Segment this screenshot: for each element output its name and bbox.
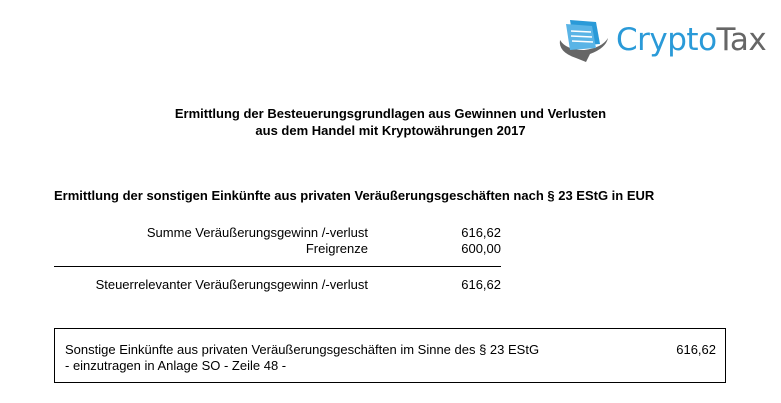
logo-text-tax: Tax <box>716 22 767 58</box>
document-stack-icon <box>559 20 608 62</box>
logo-text-crypto: Crypto <box>616 22 717 58</box>
title-line-2: aus dem Handel mit Kryptowährungen 2017 <box>255 123 526 138</box>
summary-box: Sonstige Einkünfte aus privaten Veräußer… <box>54 328 726 383</box>
summary-value: 616,62 <box>676 342 716 357</box>
row-value-taxable: 616,62 <box>461 277 501 292</box>
row-value-sum: 616,62 <box>461 225 501 240</box>
page-title: Ermittlung der Besteuerungsgrundlagen au… <box>0 105 781 139</box>
divider <box>54 266 501 267</box>
summary-line-2: - einzutragen in Anlage SO - Zeile 48 - <box>65 358 287 373</box>
title-line-1: Ermittlung der Besteuerungsgrundlagen au… <box>174 106 607 121</box>
row-value-threshold: 600,00 <box>461 241 501 256</box>
section-heading: Ermittlung der sonstigen Einkünfte aus p… <box>54 188 655 203</box>
row-label-threshold: Freigrenze <box>305 241 368 256</box>
row-label-sum: Summe Veräußerungsgewinn /-verlust <box>146 225 368 240</box>
row-label-taxable: Steuerrelevanter Veräußerungsgewinn /-ve… <box>95 277 368 292</box>
cryptotax-logo: CryptoTax <box>556 18 771 62</box>
summary-line-1: Sonstige Einkünfte aus privaten Veräußer… <box>65 342 540 357</box>
